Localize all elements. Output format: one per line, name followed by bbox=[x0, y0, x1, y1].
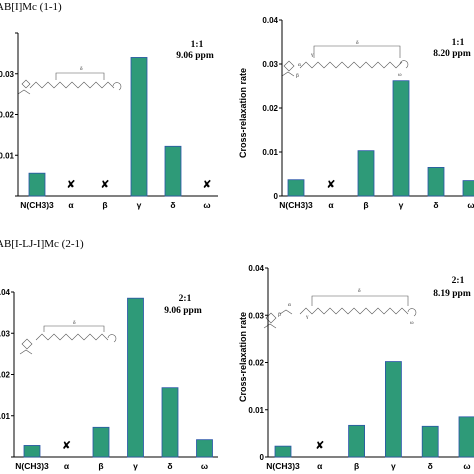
y-tick-label: 0.03 bbox=[0, 70, 15, 79]
bar bbox=[92, 426, 110, 458]
y-tick-label: 0.03 bbox=[248, 311, 264, 320]
x-tick-label: N(CH3)3 bbox=[20, 200, 54, 210]
structure-label-2c: α bbox=[298, 62, 301, 68]
structure-label-3: δ bbox=[73, 320, 76, 326]
y-tick-label: 0.02 bbox=[0, 371, 11, 380]
bar bbox=[196, 439, 213, 458]
bar bbox=[274, 445, 292, 458]
structure-label-4c: β bbox=[278, 312, 281, 318]
bar bbox=[348, 424, 366, 458]
y-tick-label: 0.02 bbox=[0, 111, 15, 120]
y-tick-label: 0.03 bbox=[262, 60, 278, 69]
y-tick-label: 0.01 bbox=[0, 412, 11, 421]
x-tick-label: ω bbox=[463, 461, 470, 471]
annotation-ratio-3: 2:1 bbox=[179, 294, 192, 304]
structure-label-1: δ bbox=[80, 66, 83, 72]
x-tick-label: β bbox=[354, 461, 359, 471]
bar bbox=[421, 425, 439, 458]
y-tick-label: 0.04 bbox=[248, 264, 264, 273]
absent-marker: ✘ bbox=[315, 439, 324, 452]
x-tick-label: α bbox=[328, 200, 334, 210]
y-tick-label: 0.03 bbox=[0, 329, 11, 338]
bar bbox=[130, 57, 148, 197]
molecule-structure-4: δ α β γ ω bbox=[263, 288, 417, 329]
structure-label-4e: ω bbox=[410, 320, 414, 326]
panel-title-1: AB[I]Mc (1-1) bbox=[0, 1, 62, 13]
x-tick-label: β bbox=[102, 200, 107, 210]
x-tick-label: α bbox=[64, 461, 70, 471]
y-tick-label: 0 bbox=[260, 453, 265, 462]
y-tick-label: 0.01 bbox=[248, 406, 264, 415]
bar bbox=[427, 166, 445, 197]
x-tick-label: ω bbox=[201, 461, 208, 471]
x-tick-label: α bbox=[317, 461, 323, 471]
bar bbox=[28, 172, 46, 197]
bar bbox=[462, 180, 474, 197]
x-tick-label: β bbox=[363, 200, 368, 210]
molecule-structure-1: δ bbox=[17, 66, 122, 95]
x-tick-label: N(CH3)3 bbox=[15, 461, 49, 471]
x-tick-label: γ bbox=[137, 200, 142, 210]
y-tick-label: 0.02 bbox=[262, 104, 278, 113]
chart-panel-4: 0.04 0.03 0.02 0.01 0N(CH3)3 ✘ α β γ δ ω bbox=[248, 264, 474, 471]
absent-marker: ✘ bbox=[66, 178, 75, 191]
annotation-shift-2: 8.20 ppm bbox=[433, 49, 471, 59]
annotation-ratio-1: 1:1 bbox=[191, 40, 204, 50]
structure-label-4a: δ bbox=[358, 288, 361, 294]
y-tick-label: .04 bbox=[0, 288, 11, 297]
bar bbox=[392, 80, 410, 197]
y-tick-label: 0.04 bbox=[262, 16, 278, 25]
annotation-shift-3: 9.06 ppm bbox=[164, 306, 202, 316]
bar bbox=[161, 387, 179, 458]
panel-title-3: AB[I-LJ-I]Mc (2-1) bbox=[0, 238, 84, 250]
x-tick-label: δ bbox=[167, 461, 172, 471]
bar bbox=[287, 179, 305, 197]
x-tick-label: δ bbox=[433, 200, 438, 210]
absent-marker: ✘ bbox=[100, 178, 109, 191]
bar bbox=[384, 361, 402, 458]
y-axis-label-4: Cross-relaxation rate bbox=[238, 312, 248, 402]
structure-label-2a: δ bbox=[356, 40, 359, 46]
molecule-structure-3: δ bbox=[19, 320, 117, 355]
absent-marker: ✘ bbox=[326, 178, 335, 191]
structure-label-4b: α bbox=[288, 302, 291, 308]
bar bbox=[164, 145, 182, 197]
molecule-structure-2: δ γ α β ω bbox=[281, 40, 409, 79]
x-tick-label: δ bbox=[170, 200, 175, 210]
x-tick-label: γ bbox=[391, 461, 396, 471]
annotation-ratio-4: 2:1 bbox=[452, 276, 465, 286]
structure-label-2e: ω bbox=[398, 72, 402, 78]
x-tick-label: δ bbox=[428, 461, 433, 471]
y-tick-label: 0.02 bbox=[248, 359, 264, 368]
x-tick-label: γ bbox=[399, 200, 404, 210]
x-tick-label: N(CH3)3 bbox=[266, 461, 300, 471]
x-tick-label: ω bbox=[203, 200, 210, 210]
y-tick-label: 0.01 bbox=[0, 151, 15, 160]
bar bbox=[357, 150, 375, 197]
bar bbox=[23, 445, 41, 458]
bar bbox=[458, 416, 474, 458]
chart-panel-3: .04 0.03 0.02 0.01 N(CH3)3 ✘ α β γ δ ω bbox=[0, 288, 218, 471]
annotation-ratio-2: 1:1 bbox=[452, 38, 465, 48]
structure-label-4d: γ bbox=[305, 314, 309, 320]
annotation-shift-4: 8.19 ppm bbox=[433, 289, 471, 299]
chart-panel-1: 0.03 0.02 0.01 N(CH3)3 ✘ α ✘ β γ δ ✘ ω bbox=[0, 32, 218, 210]
bar bbox=[127, 297, 144, 458]
annotation-shift-1: 9.06 ppm bbox=[176, 51, 214, 61]
y-tick-label: 0 bbox=[274, 192, 279, 201]
absent-marker: ✘ bbox=[202, 178, 211, 191]
structure-label-2d: β bbox=[296, 73, 299, 79]
x-tick-label: α bbox=[68, 200, 74, 210]
x-tick-label: β bbox=[98, 461, 103, 471]
y-tick-label: 0.01 bbox=[262, 148, 278, 157]
x-tick-label: γ bbox=[133, 461, 138, 471]
x-tick-label: ω bbox=[467, 200, 474, 210]
y-axis-label-2: Cross-relaxation rate bbox=[238, 68, 248, 158]
absent-marker: ✘ bbox=[62, 439, 71, 452]
structure-label-2b: γ bbox=[310, 52, 314, 58]
x-tick-label: N(CH3)3 bbox=[279, 200, 313, 210]
